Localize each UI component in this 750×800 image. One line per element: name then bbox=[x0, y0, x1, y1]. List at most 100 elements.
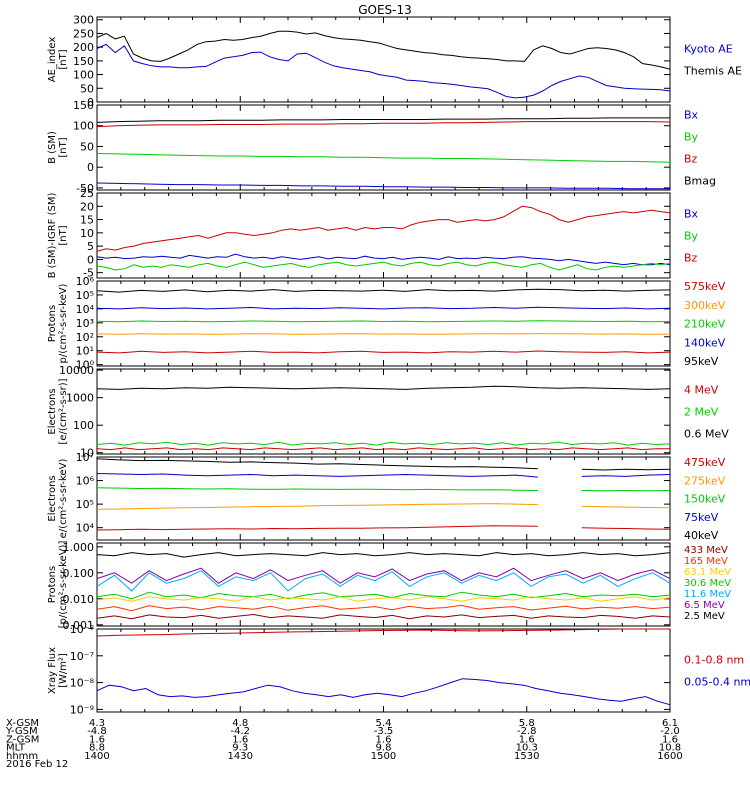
footer-row-label: MLT bbox=[6, 743, 26, 754]
legend-entry: Themis AE bbox=[683, 65, 742, 78]
legend-entry: Bz bbox=[684, 153, 698, 166]
footer-value: 1400 bbox=[84, 751, 109, 762]
y-tick-label: 100 bbox=[73, 120, 94, 133]
legend-entry: 11.6 MeV bbox=[684, 589, 731, 600]
y-tick-label: 10 bbox=[80, 227, 94, 240]
legend-entry: 300keV bbox=[684, 299, 726, 312]
y-tick-label: 5 bbox=[87, 240, 94, 253]
y-tick-label: 200 bbox=[73, 41, 94, 54]
y-tick-label: 0.010 bbox=[63, 593, 95, 606]
series-line-11-6-mev bbox=[96, 570, 671, 592]
legend-entry: 0.05-0.4 nm bbox=[684, 676, 750, 689]
legend-entry: 0.6 MeV bbox=[684, 428, 729, 441]
footer-value: 5.4 bbox=[376, 718, 392, 729]
footer-value: 4.3 bbox=[89, 718, 105, 729]
y-tick-label: 0 bbox=[87, 253, 94, 266]
y-tick-label: 0.001 bbox=[63, 619, 95, 632]
series-line-75kev bbox=[96, 473, 671, 478]
legend-entry: 433 MeV bbox=[684, 545, 728, 556]
panel-frame bbox=[96, 16, 671, 103]
y-axis-label: B (SM)-IGRF (SM)[nT] bbox=[47, 193, 69, 279]
y-axis-label: Protons[p/(cm²-s-sr-keV)] bbox=[47, 541, 69, 629]
series-line-140kev bbox=[96, 306, 671, 310]
footer-value: 1530 bbox=[514, 751, 539, 762]
footer-value: 1.6 bbox=[89, 734, 105, 745]
series-line-2-mev bbox=[96, 441, 671, 446]
series-line-kyoto-ae bbox=[96, 43, 671, 99]
footer-value: 8.8 bbox=[89, 743, 105, 754]
y-axis-label: Electronse/(cm²-s-sr-keV) bbox=[47, 459, 69, 539]
y-axis-label-line: Electrons bbox=[47, 475, 58, 521]
series-line-165-mev bbox=[96, 604, 671, 612]
footer-value: 1.6 bbox=[376, 734, 392, 745]
legend-entry: 4 MeV bbox=[684, 384, 719, 397]
legend-entry: 0.1-0.8 nm bbox=[684, 654, 744, 667]
y-axis-label: AE_index[nT] bbox=[47, 37, 69, 83]
footer-value: 1500 bbox=[371, 751, 396, 762]
series-line-433-mev bbox=[96, 613, 671, 620]
y-tick-label: 10⁵ bbox=[76, 289, 94, 302]
legend-entry: By bbox=[684, 230, 699, 243]
series-line-575kev bbox=[96, 350, 671, 354]
legend-entry: 2 MeV bbox=[684, 406, 719, 419]
y-axis-label-line: [e/(cm²-s-sr)] bbox=[58, 378, 69, 444]
footer-value: -4.2 bbox=[230, 726, 250, 737]
y-axis-label-line: [W/m²] bbox=[58, 653, 69, 688]
series-line-475kev bbox=[96, 525, 671, 531]
series-line-63-1-mev bbox=[96, 596, 671, 602]
series-line-210kev bbox=[96, 320, 671, 323]
y-tick-label: 10⁴ bbox=[76, 522, 95, 535]
y-tick-label: 10³ bbox=[76, 317, 94, 330]
legend-entry: 140keV bbox=[684, 336, 726, 349]
y-axis-label: Electrons[e/(cm²-s-sr)] bbox=[47, 378, 69, 444]
footer-value: -2.0 bbox=[660, 726, 680, 737]
footer-date: 2016 Feb 12 bbox=[6, 759, 68, 770]
series-line-by bbox=[96, 153, 671, 163]
footer-value: 1.6 bbox=[232, 734, 248, 745]
y-tick-label: 15 bbox=[80, 214, 94, 227]
series-line-40kev bbox=[96, 458, 671, 471]
y-axis-label-line: Protons bbox=[47, 305, 58, 342]
footer-value: 1600 bbox=[657, 751, 682, 762]
y-tick-label: 10⁰ bbox=[76, 359, 95, 372]
legend-entry: Bx bbox=[684, 109, 699, 122]
y-axis-label-line: [nT] bbox=[58, 137, 69, 157]
series-line-0-6-mev bbox=[96, 385, 671, 390]
legend-entry: 30.6 MeV bbox=[684, 578, 731, 589]
y-axis-label-line: p/(cm²-s-sr-keV) bbox=[58, 283, 69, 363]
y-tick-label: 25 bbox=[80, 187, 94, 200]
y-tick-label: 50 bbox=[80, 140, 94, 153]
y-tick-label: 10⁴ bbox=[76, 303, 95, 316]
panel-2: -50 0 50 100 150 B (SM)[nT] Bx By Bz Bmag bbox=[47, 99, 716, 195]
footer-value: 1430 bbox=[228, 751, 253, 762]
legend-entry: 63.1 MeV bbox=[684, 567, 731, 578]
y-axis-label: B (SM)[nT] bbox=[47, 131, 69, 164]
orbit-footer: X-GSM 4.3 4.8 5.4 5.8 6.1 Y-GSM -4.8 -4.2 -3.5 -2.… bbox=[5, 718, 683, 770]
y-tick-label: -50 bbox=[76, 182, 94, 195]
legend-entry: 6.5 MeV bbox=[684, 600, 725, 611]
legend-entry: 95keV bbox=[684, 355, 719, 368]
panel-frame bbox=[96, 368, 671, 455]
y-tick-label: 0 bbox=[87, 96, 94, 109]
series-line-95kev bbox=[96, 288, 671, 293]
y-tick-label: 1.000 bbox=[63, 541, 95, 554]
panel-frame bbox=[96, 628, 671, 713]
series-line-2-5-mev bbox=[96, 552, 671, 558]
y-tick-label: 1000 bbox=[66, 392, 94, 405]
legend-entry: 475keV bbox=[684, 456, 726, 469]
footer-value: 4.8 bbox=[232, 718, 248, 729]
footer-value: 10.3 bbox=[516, 743, 538, 754]
y-tick-label: 10¹ bbox=[76, 345, 94, 358]
legend-entry: Bx bbox=[684, 208, 699, 221]
legend-entry: Kyoto AE bbox=[684, 43, 733, 56]
footer-row-label: hhmm bbox=[6, 751, 38, 762]
series-line-by bbox=[96, 261, 671, 271]
series-line-300kev bbox=[96, 333, 671, 335]
footer-value: 1.6 bbox=[519, 734, 535, 745]
y-tick-label: 10⁵ bbox=[76, 498, 94, 511]
y-axis-label-line: Electrons bbox=[47, 388, 58, 434]
legend-entry: 2.5 MeV bbox=[684, 611, 725, 622]
footer-row-label: Z-GSM bbox=[6, 734, 39, 745]
